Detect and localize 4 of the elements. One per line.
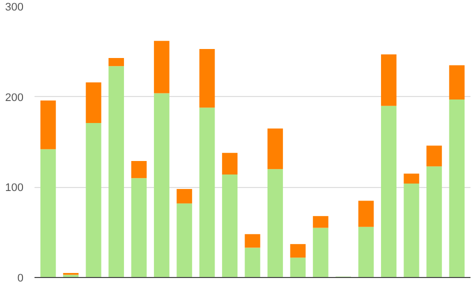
y-tick-label: 100 [5, 182, 24, 194]
y-tick-label: 0 [17, 272, 24, 283]
y-tick-label: 200 [5, 92, 24, 104]
y-tick-label: 300 [5, 2, 24, 14]
